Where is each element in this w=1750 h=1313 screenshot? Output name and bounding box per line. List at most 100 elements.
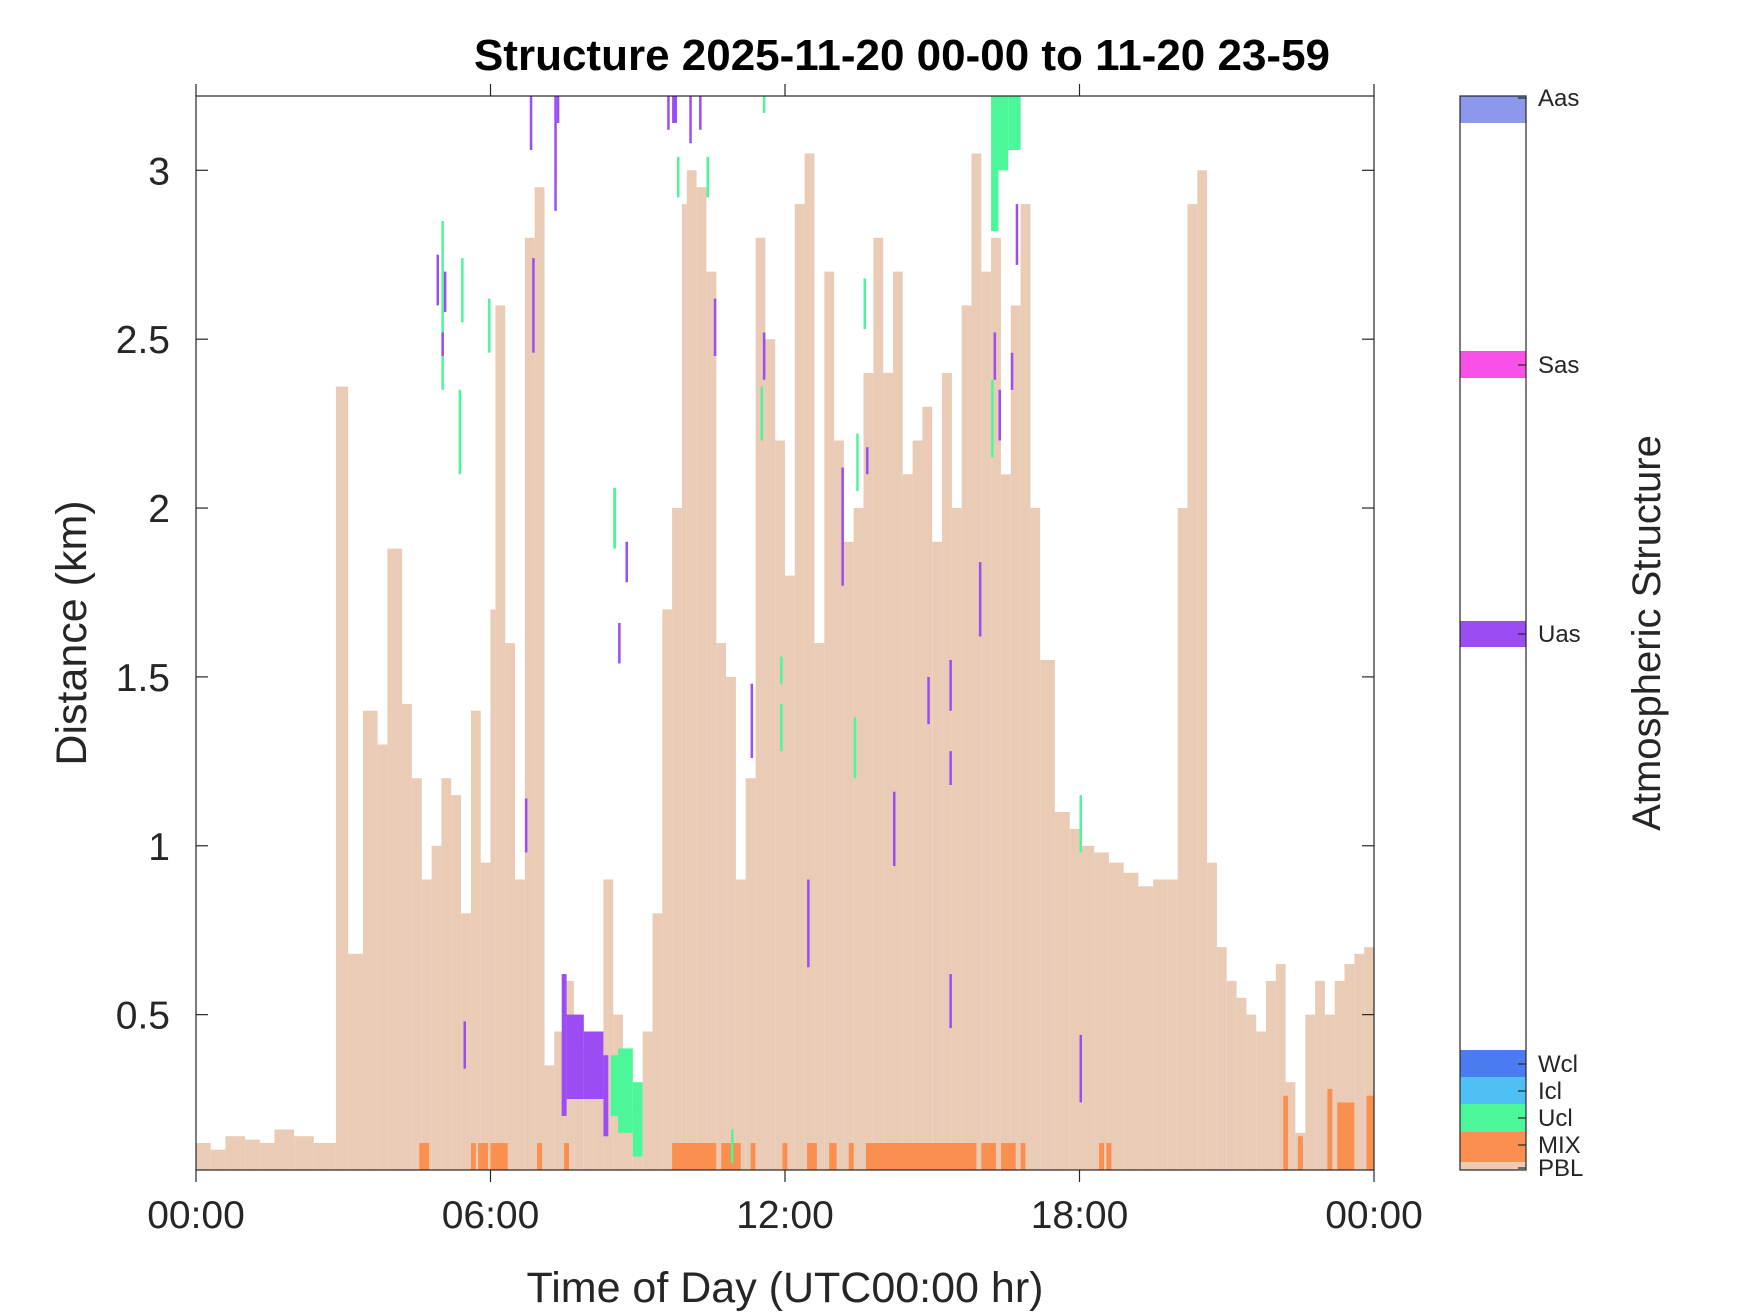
segment-ucl (760, 386, 763, 441)
pbl-bar (775, 440, 785, 1170)
pbl-bar (971, 153, 982, 1170)
segment-uas (762, 332, 766, 380)
y-tick-label: 1 (148, 826, 170, 869)
segment-uas (463, 1021, 466, 1069)
pbl-bar (554, 1031, 565, 1170)
segment-mix (537, 1143, 542, 1170)
pbl-bar (1207, 862, 1217, 1170)
pbl-bar (1001, 474, 1011, 1170)
y-axis-label: Distance (km) (48, 500, 96, 765)
colorbar-swatch-pbl (1460, 1162, 1526, 1170)
pbl-bar (1226, 980, 1237, 1170)
segment-mix (490, 1143, 508, 1170)
colorbar-swatch-uas (1460, 621, 1526, 647)
x-tick-label: 00:00 (147, 1194, 245, 1237)
pbl-bar (1167, 879, 1178, 1170)
pbl-bar (735, 879, 746, 1170)
pbl-bar (1266, 980, 1276, 1170)
pbl-bar (883, 372, 893, 1170)
pbl-bar (544, 1065, 555, 1170)
segment-uas (713, 298, 717, 356)
pbl-bar (1040, 660, 1055, 1170)
pbl-bar (294, 1136, 314, 1170)
pbl-bar (961, 305, 972, 1170)
segment-mix (672, 1143, 717, 1170)
segment-uas (556, 96, 560, 123)
pbl-bar (1020, 204, 1031, 1171)
pbl-bar (716, 643, 727, 1170)
segment-uas (441, 332, 444, 356)
pbl-bar (495, 305, 506, 1170)
pbl-bar (991, 237, 1001, 1171)
pbl-bar (402, 703, 412, 1170)
segment-uas (1015, 204, 1019, 265)
pbl-bar (672, 508, 682, 1170)
segment-mix (981, 1143, 996, 1170)
pbl-bar (274, 1129, 295, 1170)
pbl-bar (755, 237, 766, 1171)
segment-uas (893, 791, 896, 866)
pbl-bar (441, 778, 452, 1170)
y-tick-label: 2.5 (116, 319, 170, 362)
pbl-bar (623, 1116, 633, 1170)
x-axis-ticks: 00:00 06:00 12:00 18:00 00:00 (147, 84, 1423, 1237)
pbl-bar (785, 575, 795, 1170)
pbl-bar (196, 1143, 211, 1170)
pbl-bar (794, 204, 805, 1171)
pbl-bar (981, 271, 992, 1171)
pbl-bar (603, 879, 614, 1170)
colorbar-swatch-mix (1460, 1132, 1526, 1162)
pbl-bar (834, 440, 844, 1170)
segment-mix (1366, 1095, 1374, 1170)
segment-ucl (706, 156, 709, 198)
colorbar-label-aas: Aas (1538, 85, 1579, 112)
colorbar-swatch-sas (1460, 351, 1526, 378)
pbl-bar (480, 862, 491, 1170)
pbl-bar (853, 508, 864, 1170)
segment-ucl (461, 258, 464, 323)
pbl-bar (1010, 305, 1021, 1170)
pbl-bar (412, 778, 422, 1170)
segment-mix (782, 1143, 788, 1170)
segment-uas (841, 467, 844, 586)
segment-uas (529, 96, 533, 150)
segment-ucl (731, 1129, 734, 1164)
pbl-bar (843, 541, 854, 1170)
pbl-bar (451, 795, 461, 1170)
pbl-bar (1315, 980, 1325, 1170)
pbl-bar (942, 372, 952, 1170)
pbl-bar (1123, 872, 1139, 1170)
pbl-bar (387, 548, 403, 1170)
segment-uas (524, 798, 528, 853)
segment-uas (927, 676, 930, 725)
segment-mix (1337, 1102, 1355, 1170)
segment-ucl (458, 389, 462, 475)
segment-mix (829, 1143, 837, 1170)
segment-uas (998, 389, 1001, 441)
pbl-bar (1138, 886, 1154, 1170)
colorbar-label-mix: MIX (1538, 1132, 1581, 1159)
segment-ucl (618, 1048, 633, 1133)
pbl-bar (681, 204, 687, 1171)
segment-mix (1297, 1136, 1303, 1170)
pbl-bar (696, 187, 707, 1170)
pbl-bar (1344, 964, 1355, 1170)
segment-ucl (762, 96, 766, 113)
pbl-bars (196, 153, 1374, 1171)
pbl-bar (431, 845, 442, 1170)
colorbar-label-ucl: Ucl (1538, 1105, 1573, 1132)
pbl-bar (1305, 1014, 1316, 1170)
pbl-bar (932, 541, 943, 1170)
pbl-bar (1109, 862, 1124, 1170)
pbl-bar (1153, 879, 1168, 1170)
segment-uas (807, 879, 810, 968)
pbl-bar (348, 953, 363, 1170)
pbl-bar (362, 710, 378, 1170)
pbl-bar (515, 879, 525, 1170)
chart-title: Structure 2025-11-20 00-00 to 11-20 23-5… (474, 31, 1330, 80)
segment-uas (1079, 1034, 1082, 1103)
pbl-bar (534, 187, 545, 1170)
segment-uas (949, 974, 952, 1029)
